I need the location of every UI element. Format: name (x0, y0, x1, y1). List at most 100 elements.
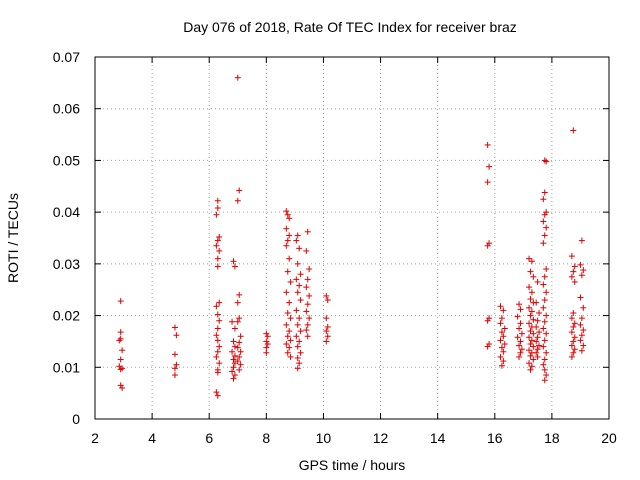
data-point (294, 343, 301, 350)
data-point (214, 197, 221, 204)
data-point (117, 298, 124, 305)
data-point (324, 333, 331, 340)
data-point (568, 273, 575, 280)
data-point (213, 332, 220, 339)
data-point (284, 211, 291, 218)
data-point (171, 324, 178, 331)
data-point (486, 315, 493, 322)
data-point (528, 363, 535, 370)
data-point (541, 366, 548, 373)
data-point (263, 349, 270, 356)
data-point (117, 335, 124, 342)
y-tick-label: 0.07 (53, 49, 80, 65)
data-point (501, 341, 508, 348)
data-point (578, 237, 585, 244)
data-point (214, 325, 221, 332)
data-point (527, 352, 534, 359)
data-point (541, 356, 548, 363)
data-point (303, 284, 310, 291)
data-point (518, 346, 525, 353)
data-point (517, 306, 524, 313)
y-tick-labels: 0 0.01 0.02 0.03 0.04 0.05 0.06 0.07 (53, 49, 80, 427)
data-point (303, 247, 310, 254)
data-point (527, 312, 534, 319)
data-point (526, 320, 533, 327)
data-point (323, 328, 330, 335)
data-point (296, 315, 303, 322)
data-point (533, 338, 540, 345)
data-point (117, 382, 124, 389)
x-axis-label: GPS time / hours (299, 457, 406, 473)
data-point (171, 372, 178, 379)
data-point (568, 253, 575, 260)
data-point (230, 258, 237, 265)
data-point (214, 337, 221, 344)
data-point (214, 263, 221, 270)
data-point (214, 348, 221, 355)
data-point (570, 338, 577, 345)
data-point (517, 320, 524, 327)
data-point (284, 333, 291, 340)
data-point (570, 349, 577, 356)
data-point (213, 389, 220, 396)
data-point (119, 384, 126, 391)
data-points (116, 74, 587, 399)
data-point (543, 158, 550, 165)
data-point (540, 304, 547, 311)
data-point (517, 338, 524, 345)
data-point (324, 297, 331, 304)
x-tick-label: 10 (316, 430, 332, 446)
data-point (214, 237, 221, 244)
data-point (296, 338, 303, 345)
y-tick-label: 0 (72, 411, 80, 427)
data-point (234, 358, 241, 365)
x-tick-labels: 2 4 6 8 10 12 14 16 18 20 (91, 430, 617, 446)
data-point (234, 74, 241, 81)
data-point (571, 263, 578, 270)
data-point (214, 392, 221, 399)
data-point (541, 189, 548, 196)
data-point (540, 361, 547, 368)
data-point (500, 307, 507, 314)
data-point (541, 318, 548, 325)
data-point (568, 353, 575, 360)
data-point (296, 360, 303, 367)
chart-title: Day 076 of 2018, Rate Of TEC Index for r… (183, 19, 517, 35)
data-point (543, 330, 550, 337)
data-point (236, 366, 243, 373)
data-point (303, 327, 310, 334)
data-point (533, 323, 540, 330)
data-point (286, 344, 293, 351)
data-point (543, 266, 550, 273)
data-point (236, 315, 243, 322)
data-point (283, 341, 290, 348)
data-point (484, 317, 491, 324)
data-point (543, 312, 550, 319)
data-point (526, 255, 533, 262)
data-point (171, 351, 178, 358)
data-point (570, 309, 577, 316)
data-point (230, 364, 237, 371)
data-point (570, 323, 577, 330)
data-point (526, 304, 533, 311)
data-point (173, 361, 180, 368)
data-point (284, 349, 291, 356)
data-point (484, 242, 491, 249)
data-point (516, 353, 523, 360)
data-point (293, 307, 300, 314)
data-point (216, 343, 223, 350)
data-point (571, 320, 578, 327)
data-point (294, 321, 301, 328)
data-point (501, 325, 508, 332)
data-point (541, 337, 548, 344)
data-point (541, 157, 548, 164)
data-point (514, 313, 521, 320)
data-point (527, 268, 534, 275)
x-tick-label: 14 (430, 430, 446, 446)
data-point (568, 315, 575, 322)
data-point (293, 276, 300, 283)
x-tick-label: 8 (262, 430, 270, 446)
data-point (484, 141, 491, 148)
data-point (287, 278, 294, 285)
data-point (530, 343, 537, 350)
